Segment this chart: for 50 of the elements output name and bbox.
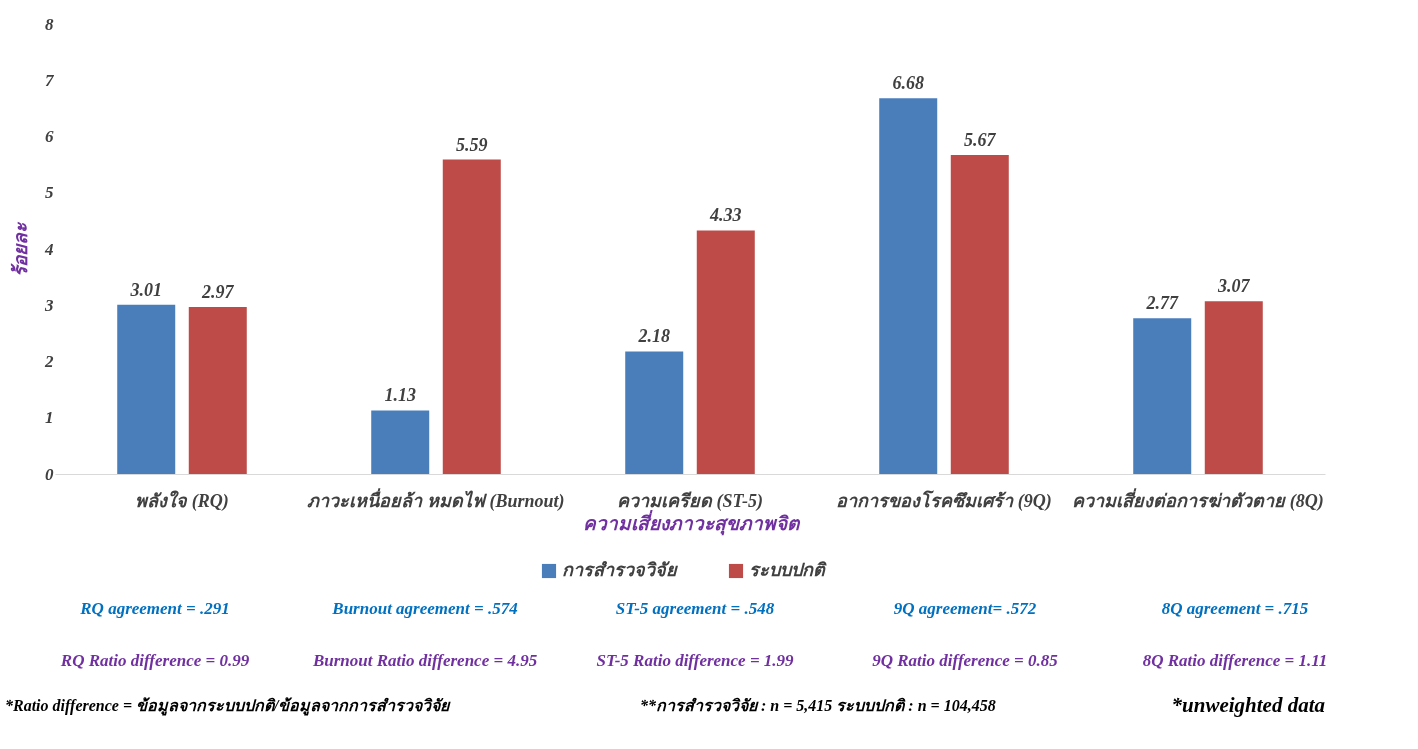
bar xyxy=(879,98,938,474)
y-axis-title: ร้อยละ xyxy=(10,220,31,277)
bar xyxy=(950,155,1009,474)
data-label: 2.97 xyxy=(201,281,235,302)
bar xyxy=(1133,318,1192,474)
text: 9Q agreement= .572 xyxy=(893,599,1037,618)
x-tick-label: พลังใจ (RQ) xyxy=(135,489,229,512)
y-tick-label: 2 xyxy=(44,352,54,371)
y-tick-label: 0 xyxy=(45,464,54,484)
bar xyxy=(625,351,684,474)
data-label: 1.13 xyxy=(384,385,416,406)
bar xyxy=(371,410,430,474)
bar xyxy=(188,306,247,474)
bar xyxy=(117,304,176,474)
y-tick-label: 8 xyxy=(45,14,54,34)
text: RQ agreement = .291 xyxy=(79,599,230,618)
data-label: 4.33 xyxy=(709,205,742,226)
legend-label: การสำรวจวิจัย xyxy=(562,560,678,580)
text: Burnout agreement = .574 xyxy=(331,599,518,618)
text: ST-5 agreement = .548 xyxy=(615,599,775,618)
x-tick-label: ความเสี่ยงต่อการฆ่าตัวตาย (8Q) xyxy=(1072,487,1324,512)
bar xyxy=(696,230,755,474)
data-label: 3.01 xyxy=(129,279,162,300)
y-tick-label: 7 xyxy=(45,70,55,90)
text: 8Q Ratio difference = 1.11 xyxy=(1142,651,1328,670)
y-tick-label: 3 xyxy=(44,295,54,315)
text: RQ Ratio difference = 0.99 xyxy=(59,651,250,670)
y-tick-label: 6 xyxy=(45,127,54,146)
bar xyxy=(1204,301,1263,474)
y-tick-label: 4 xyxy=(44,239,54,259)
text: *Ratio difference = ข้อมูลจากระบบปกติ/ข้อมูลจากการสำรวจวิจัย xyxy=(5,697,452,716)
text: ST-5 Ratio difference = 1.99 xyxy=(596,651,795,670)
data-label: 2.18 xyxy=(637,326,670,347)
text: Burnout Ratio difference = 4.95 xyxy=(311,651,538,670)
data-label: 3.07 xyxy=(1217,276,1251,297)
data-label: 2.77 xyxy=(1145,293,1179,314)
x-tick-label: อาการของโรคซึมเศร้า (9Q) xyxy=(836,489,1052,512)
text: 8Q agreement = .715 xyxy=(1161,599,1309,618)
data-label: 5.67 xyxy=(964,130,997,151)
data-label: 6.68 xyxy=(892,73,924,94)
text: *unweighted data xyxy=(1171,693,1325,717)
data-label: 5.59 xyxy=(456,134,488,155)
y-tick-label: 5 xyxy=(45,183,54,203)
x-axis-title: ความเสี่ยงภาวะสุขภาพจิต xyxy=(582,509,801,536)
text: 9Q Ratio difference = 0.85 xyxy=(872,651,1059,670)
bar xyxy=(442,159,501,474)
text: **การสำรวจวิจัย : n = 5,415 ระบบปกติ : n = 104,458 xyxy=(640,697,996,714)
legend-label: ระบบปกติ xyxy=(749,560,827,580)
y-tick-label: 1 xyxy=(45,408,54,428)
x-tick-label: ภาวะเหนื่อยล้า หมดไฟ (Burnout) xyxy=(307,487,565,512)
